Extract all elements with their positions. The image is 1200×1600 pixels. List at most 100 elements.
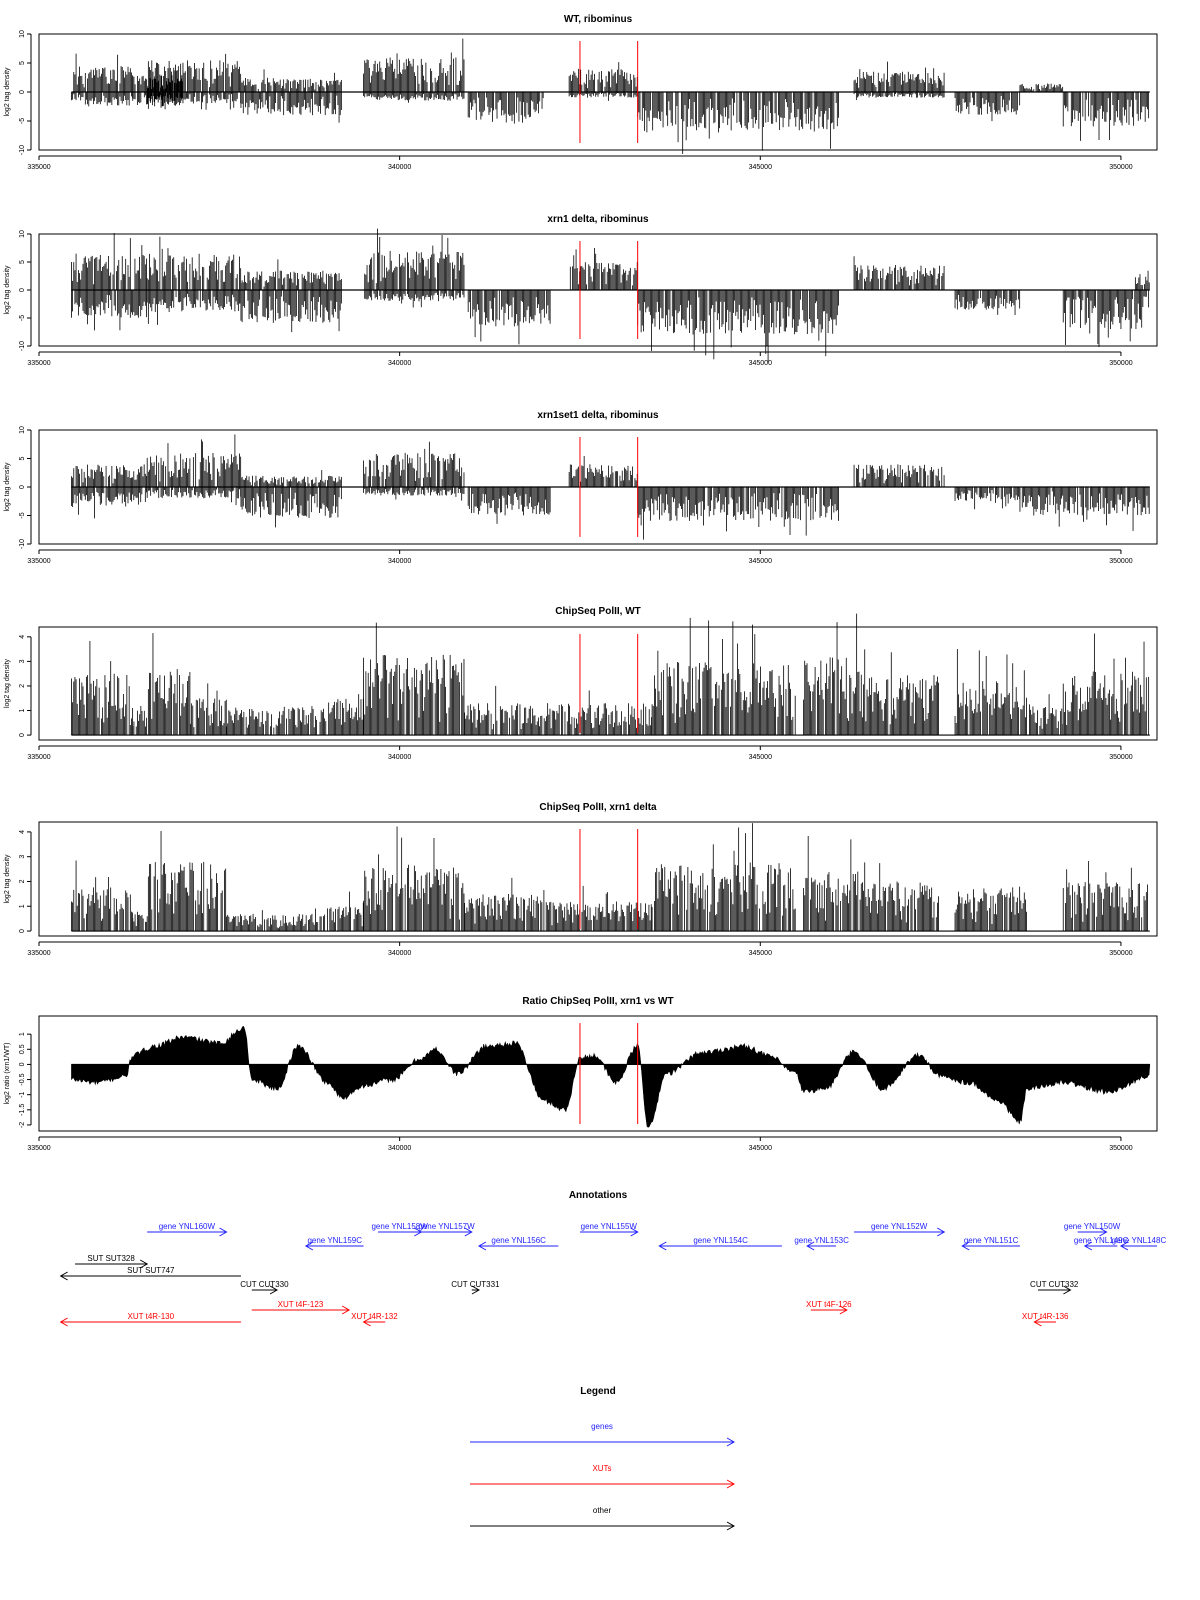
data-block (146, 236, 242, 290)
y-tick-label: -5 (19, 315, 26, 321)
panel-2: xrn1 delta, ribominus -10 -5 0 5 10 log2 tag d… (4, 214, 1158, 367)
data-block (853, 464, 945, 487)
annotation-feature: gene YNL149C (1074, 1236, 1129, 1251)
data-block (954, 648, 1027, 736)
data-block (803, 835, 861, 932)
data-block (363, 92, 465, 103)
data-block (1134, 270, 1150, 290)
arrow-head (961, 1241, 970, 1251)
annotation-label: gene YNL160W (159, 1222, 216, 1231)
y-tick-label: -10 (19, 145, 26, 155)
annotation-feature: gene YNL159C (304, 1236, 364, 1251)
y-tick-label: -2 (19, 1122, 26, 1128)
data-block (71, 290, 147, 331)
data-block (637, 487, 839, 540)
arrow-head (1083, 1241, 1093, 1251)
arrow-head (726, 1521, 736, 1531)
y-tick-label: 5 (19, 260, 26, 264)
arrow-head (139, 1259, 149, 1269)
data-bars (240, 69, 342, 92)
annotation-feature: gene YNL155W (579, 1222, 639, 1237)
data-bars (132, 64, 183, 92)
x-tick-label: 340000 (388, 1145, 411, 1152)
data-block (467, 290, 551, 345)
annotation-label: gene YNL153C (794, 1236, 849, 1245)
annotation-feature: gene YNL154C (658, 1236, 782, 1251)
data-bars (190, 683, 227, 736)
plot-frame (38, 821, 1158, 937)
data-bars (954, 290, 1021, 315)
data-block (240, 487, 342, 528)
data-block (853, 92, 945, 101)
arrow-head (806, 1241, 815, 1251)
plot-frame (38, 233, 1158, 347)
annotation-feature: CUT CUT330 (240, 1280, 289, 1295)
data-block (637, 290, 839, 362)
annotation-label: XUT t4R-132 (351, 1312, 398, 1321)
data-block (364, 290, 465, 308)
data-block (132, 911, 148, 932)
y-tick-label: 2 (19, 879, 26, 883)
y-tick-label: 0 (19, 929, 26, 933)
data-bars (464, 877, 543, 932)
y-tick-label: 0.5 (19, 1044, 26, 1054)
y-tick-label: 3 (19, 659, 26, 663)
data-bars (853, 256, 945, 290)
data-bars (146, 236, 242, 290)
data-bars (467, 290, 551, 345)
annotation-feature: XUT t4R-136 (1022, 1312, 1069, 1327)
data-block (226, 908, 326, 932)
data-block (240, 470, 342, 487)
y-tick-label: 5 (19, 61, 26, 65)
y-tick-label: 3 (19, 855, 26, 859)
x-tick-label: 335000 (27, 950, 50, 957)
data-bars (132, 706, 148, 736)
data-bars (1019, 83, 1064, 92)
data-block (568, 455, 638, 487)
data-bars (71, 92, 134, 107)
data-block (363, 826, 465, 932)
data-bars (146, 434, 242, 487)
panel-5: ChipSeq PolII, xrn1 delta 0 1 2 3 4 log2 tag d… (4, 802, 1158, 957)
data-block (190, 683, 227, 736)
x-tick-label: 340000 (388, 754, 411, 761)
x-tick-label: 340000 (388, 950, 411, 957)
x-tick-label: 335000 (27, 754, 50, 761)
data-block (71, 487, 147, 519)
data-bars (146, 290, 242, 325)
data-bars (363, 441, 465, 487)
data-bars (146, 487, 242, 506)
data-bars (467, 487, 551, 524)
plot-frame (38, 626, 1158, 741)
data-bars (240, 92, 342, 123)
legend-label: genes (591, 1422, 613, 1431)
annotation-label: gene YNL151C (964, 1236, 1019, 1245)
data-bars (226, 908, 326, 932)
data-bars (860, 649, 939, 736)
annotation-label: gene YNL159C (307, 1236, 362, 1245)
legend-item: genes (470, 1422, 736, 1447)
data-block (146, 92, 242, 110)
data-block (328, 694, 364, 736)
y-tick-label: -1 (19, 1091, 26, 1097)
x-tick-label: 340000 (388, 558, 411, 565)
annotation-label: CUT CUT332 (1030, 1280, 1079, 1289)
data-bars (637, 487, 839, 540)
arrow-head (269, 1285, 279, 1295)
annotation-label: CUT CUT331 (451, 1280, 500, 1289)
arrow-head (726, 1437, 736, 1447)
data-bars (853, 464, 945, 487)
arrow-head (471, 1285, 480, 1295)
data-bars (363, 38, 465, 92)
arrow-head (1033, 1317, 1042, 1327)
data-bars (71, 232, 147, 290)
data-block (363, 441, 465, 487)
y-axis-label: log2 ratio (xrn1/WT) (4, 1043, 11, 1105)
data-block (146, 831, 227, 932)
x-tick-label: 350000 (1109, 164, 1132, 171)
annotation-label: XUT t4R-136 (1022, 1312, 1069, 1321)
panel-title: xrn1 delta, ribominus (547, 214, 649, 225)
annotation-feature: gene YNL153C (794, 1236, 849, 1251)
data-bars (803, 613, 861, 736)
annotation-feature: XUT t4F-123 (251, 1300, 351, 1315)
